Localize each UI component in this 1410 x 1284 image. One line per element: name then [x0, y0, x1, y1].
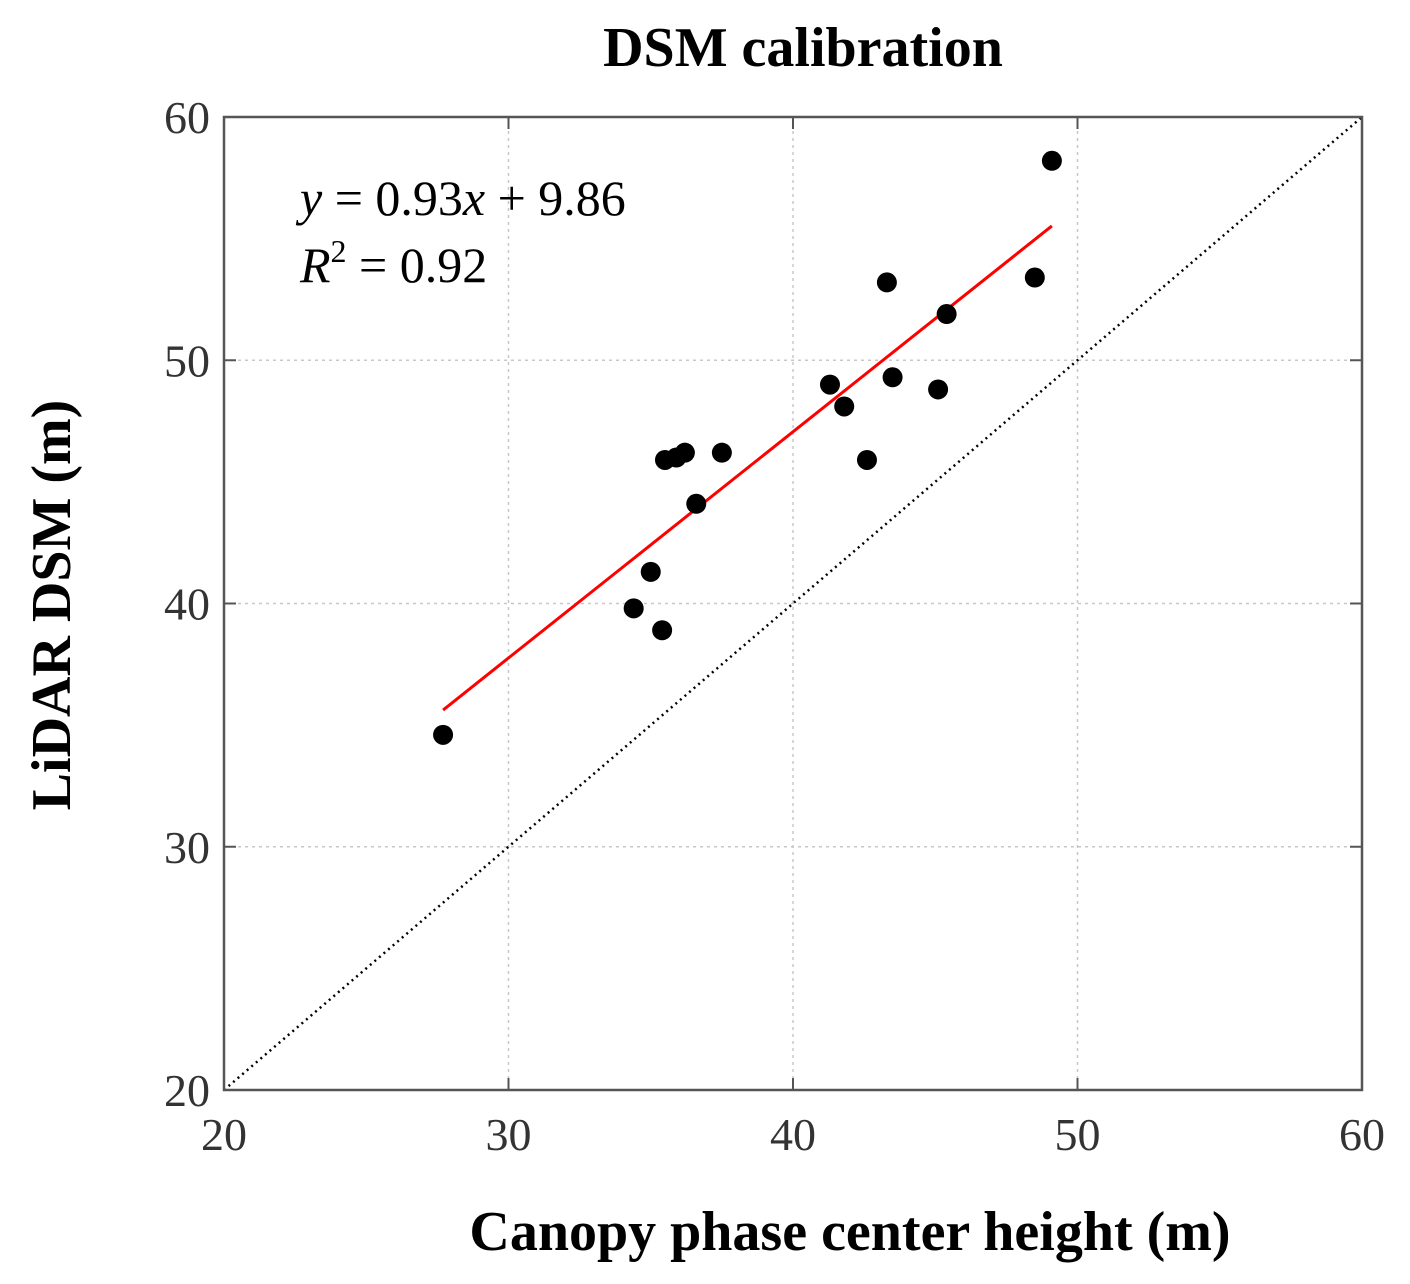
eq-intercept: + 9.86	[485, 170, 626, 226]
data-point	[1041, 150, 1062, 171]
chart-title: DSM calibration	[603, 17, 1003, 79]
grid	[224, 117, 1362, 1090]
data-point	[652, 620, 673, 641]
data-point	[640, 561, 661, 582]
data-point	[936, 304, 957, 325]
data-point	[1024, 267, 1045, 288]
r2-superscript: 2	[331, 233, 347, 269]
fit-line-layer	[442, 224, 1053, 712]
data-point	[674, 442, 695, 463]
data-point	[882, 367, 903, 388]
x-tick-label: 60	[1339, 1109, 1385, 1160]
x-tick-label: 30	[486, 1109, 532, 1160]
x-tick-label: 40	[770, 1109, 816, 1160]
r-squared: R2 = 0.92	[299, 233, 487, 293]
fit-line	[442, 224, 1053, 712]
eq-coef: = 0.93	[322, 170, 463, 226]
r2-var: R	[299, 237, 331, 293]
points-layer	[433, 150, 1062, 745]
y-tick-label: 50	[164, 335, 210, 386]
y-tick-label: 40	[164, 579, 210, 630]
data-point	[856, 449, 877, 470]
y-tick-label: 30	[164, 822, 210, 873]
data-point	[433, 724, 454, 745]
x-tick-label: 50	[1055, 1109, 1101, 1160]
data-point	[623, 598, 644, 619]
eq-y-var: y	[295, 170, 323, 226]
y-axis-label: LiDAR DSM (m)	[21, 400, 83, 811]
data-point	[928, 379, 949, 400]
data-point	[876, 272, 897, 293]
data-point	[686, 493, 707, 514]
y-tick-label: 20	[164, 1065, 210, 1116]
x-axis-label: Canopy phase center height (m)	[469, 1201, 1230, 1263]
eq-x-var: x	[462, 170, 485, 226]
data-point	[819, 374, 840, 395]
fit-equation: y = 0.93x + 9.86	[295, 170, 626, 226]
ticks-layer: 20 30 40 50 60 20 30 40 50 60	[164, 92, 1385, 1160]
r2-value: = 0.92	[347, 237, 488, 293]
data-point	[711, 442, 732, 463]
y-tick-label: 60	[164, 92, 210, 143]
x-tick-label: 20	[201, 1109, 247, 1160]
data-point	[834, 396, 855, 417]
